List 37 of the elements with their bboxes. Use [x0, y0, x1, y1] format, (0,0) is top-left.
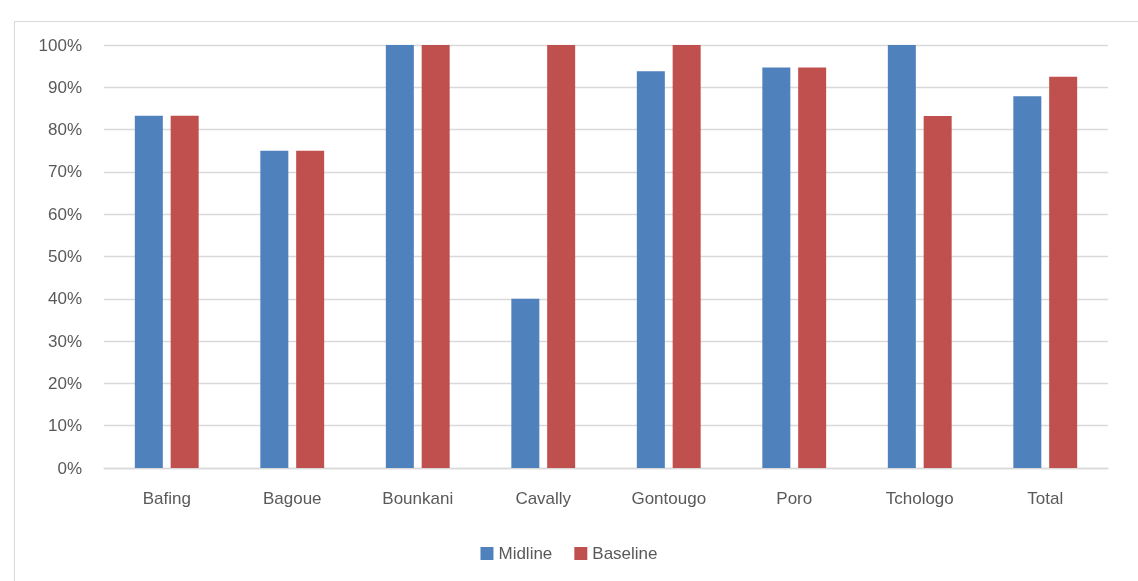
y-tick-label: 30%: [47, 331, 82, 351]
y-tick-label: 100%: [38, 35, 82, 55]
y-tick-label: 60%: [47, 204, 82, 224]
y-tick-label: 40%: [47, 289, 82, 309]
x-tick-label: Poro: [776, 489, 813, 508]
bar: [887, 45, 916, 468]
y-tick-label: 90%: [47, 77, 82, 97]
bar: [134, 115, 163, 468]
bar: [260, 150, 289, 468]
legend-label: Midline: [498, 544, 553, 563]
y-tick-label: 80%: [47, 120, 82, 140]
bar: [672, 45, 701, 468]
bar: [511, 298, 540, 468]
y-tick-label: 0%: [57, 458, 82, 478]
bar: [170, 115, 199, 468]
y-tick-label: 10%: [47, 416, 82, 436]
bar: [1013, 96, 1042, 468]
bar: [421, 45, 450, 468]
bar: [1049, 76, 1078, 468]
bar: [636, 71, 665, 468]
y-tick-label: 70%: [47, 162, 82, 182]
x-tick-label: Cavally: [515, 489, 572, 508]
x-tick-label: Bagoue: [262, 489, 322, 508]
bar: [798, 67, 827, 468]
bar: [762, 67, 791, 468]
x-tick-label: Gontougo: [631, 489, 707, 508]
y-tick-label: 50%: [47, 247, 82, 266]
x-tick-label: Tchologo: [885, 489, 954, 508]
x-tick-label: Bounkani: [382, 489, 454, 508]
y-tick-label: 20%: [47, 373, 82, 393]
legend-label: Baseline: [592, 544, 658, 563]
x-tick-label: Bafing: [142, 489, 191, 508]
bar: [385, 45, 414, 468]
bar: [296, 150, 325, 468]
x-tick-label: Total: [1027, 489, 1064, 508]
bar: [547, 45, 576, 468]
bar: [923, 116, 952, 468]
